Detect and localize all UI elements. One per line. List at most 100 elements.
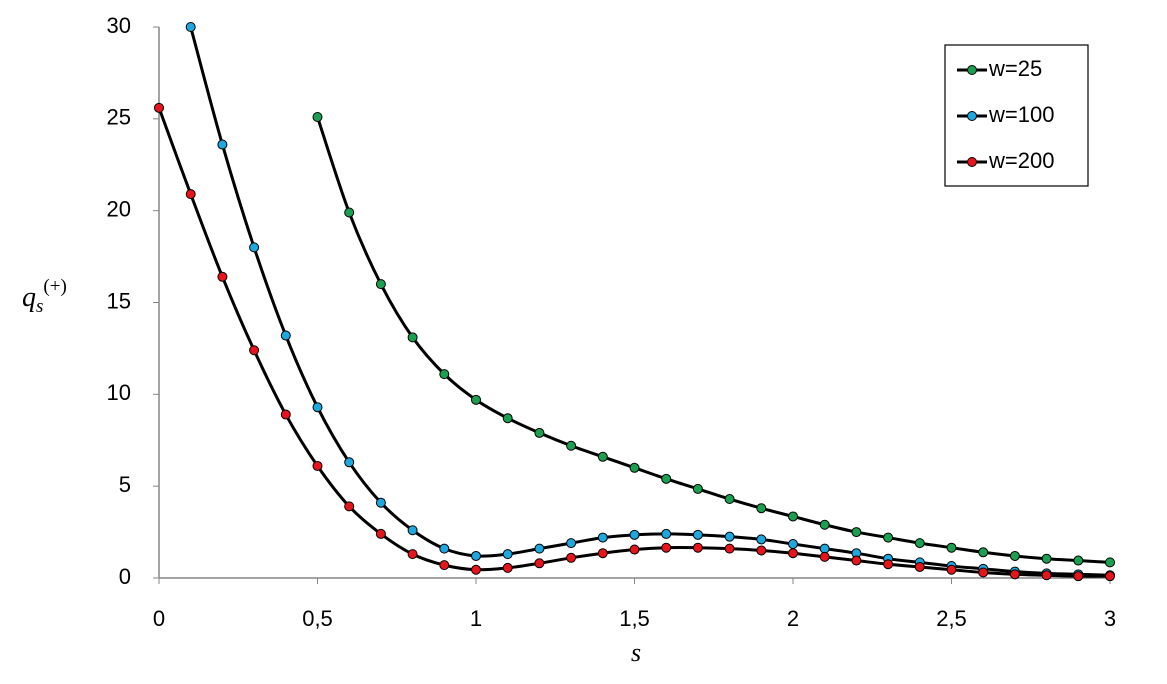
data-point [471, 550, 481, 561]
x-tick-label: 1,5 [619, 606, 650, 631]
data-point [1041, 570, 1052, 581]
y-tick-label: 10 [107, 380, 131, 405]
data-point [375, 279, 386, 290]
y-tick-label: 20 [107, 196, 131, 221]
data-point [1105, 571, 1115, 582]
data-point [407, 525, 418, 536]
data-point [566, 552, 577, 563]
data-point [629, 544, 640, 555]
x-tick-label: 2 [787, 606, 799, 631]
y-tick-label: 0 [119, 564, 131, 589]
data-point [756, 545, 767, 556]
data-point [566, 440, 577, 451]
data-point [914, 538, 925, 549]
data-point [1009, 569, 1020, 580]
data-point [217, 271, 228, 282]
data-point [946, 564, 957, 575]
data-point [407, 549, 418, 560]
x-tick-label: 2,5 [936, 606, 967, 631]
data-point [375, 528, 386, 539]
data-point [1009, 550, 1020, 561]
data-point [534, 427, 545, 438]
data-point [439, 369, 450, 380]
data-point [407, 332, 418, 343]
data-point [566, 538, 577, 549]
data-point [502, 549, 513, 560]
data-point [851, 555, 862, 566]
y-label-sub: s [36, 296, 43, 317]
data-point [661, 528, 672, 539]
data-point [629, 462, 640, 473]
data-point [185, 189, 196, 200]
data-point [502, 562, 513, 573]
data-point [692, 542, 703, 553]
data-point [883, 559, 894, 570]
data-point [661, 542, 672, 553]
data-point [692, 529, 703, 540]
data-point [597, 532, 608, 543]
legend-label: w=200 [988, 148, 1054, 173]
data-point [724, 543, 735, 554]
data-point [249, 242, 260, 253]
data-point [1073, 555, 1084, 566]
data-point [914, 561, 925, 572]
y-axis-label: qs(+) [22, 276, 67, 317]
data-point [534, 558, 545, 569]
data-point [597, 451, 608, 462]
data-point [502, 413, 513, 424]
data-point [883, 532, 894, 543]
x-tick-label: 1 [470, 606, 482, 631]
data-point [756, 503, 767, 514]
data-point [344, 207, 355, 218]
x-tick-label: 0,5 [302, 606, 333, 631]
data-point [661, 473, 672, 484]
legend-marker [967, 65, 977, 75]
data-point [312, 460, 323, 471]
data-point [724, 494, 735, 505]
data-point [788, 539, 798, 550]
data-point [154, 102, 164, 113]
legend-label: w=100 [988, 102, 1054, 127]
data-point [788, 548, 798, 559]
data-point [312, 402, 323, 413]
plot-layer: 0 5 10 15 20 25 30 0 0,5 1 1,5 2 2,5 3 w=25 w=100 w=200 [107, 13, 1117, 631]
x-tick-label: 0 [153, 606, 165, 631]
data-point [185, 22, 196, 32]
data-point [375, 497, 386, 508]
data-point [344, 457, 355, 468]
data-point [819, 551, 830, 562]
data-point [978, 547, 989, 558]
y-tick-label: 5 [119, 472, 131, 497]
data-point [692, 483, 703, 494]
data-point [629, 529, 640, 540]
y-tick-label: 30 [107, 13, 131, 38]
legend-marker [967, 111, 977, 121]
data-point [756, 534, 767, 545]
data-point [819, 519, 830, 530]
y-label-base: q [22, 282, 36, 313]
data-point [249, 345, 260, 356]
data-point [597, 548, 608, 559]
data-point [439, 560, 450, 571]
data-point [1041, 553, 1052, 564]
data-point [280, 409, 291, 420]
data-point [471, 394, 481, 405]
data-point [344, 501, 355, 512]
x-axis-label: s [631, 638, 641, 667]
data-point [1073, 571, 1084, 582]
data-point [1105, 557, 1115, 568]
x-tick-label: 3 [1104, 606, 1116, 631]
y-label-sup: (+) [43, 276, 66, 297]
data-point [471, 564, 481, 575]
legend-label: w=25 [988, 56, 1042, 81]
data-point [534, 543, 545, 554]
data-point [851, 527, 862, 538]
data-point [312, 111, 323, 122]
data-point [978, 567, 989, 578]
data-point [724, 531, 735, 542]
data-point [217, 139, 228, 150]
legend-marker [967, 157, 977, 167]
data-point [439, 543, 450, 554]
